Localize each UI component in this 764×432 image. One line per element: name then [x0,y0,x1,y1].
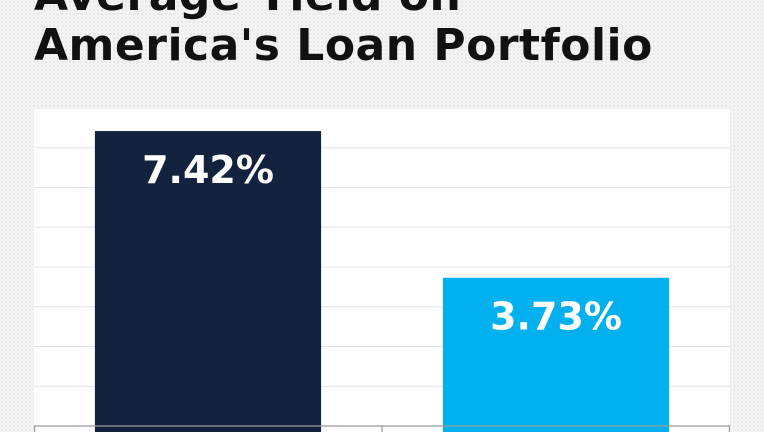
chart-title-line-2: America's Loan Portfolio [34,20,653,71]
plot-area: 7.42% 3.73% [34,108,730,432]
bar-2 [442,277,670,432]
bar-chart: 7.42% 3.73% [34,108,730,432]
data-label-1: 7.42% [142,148,274,192]
data-label-2: 3.73% [490,295,622,339]
bar-1 [94,131,322,432]
chart-title-line-1: Average Yield on [34,0,461,18]
